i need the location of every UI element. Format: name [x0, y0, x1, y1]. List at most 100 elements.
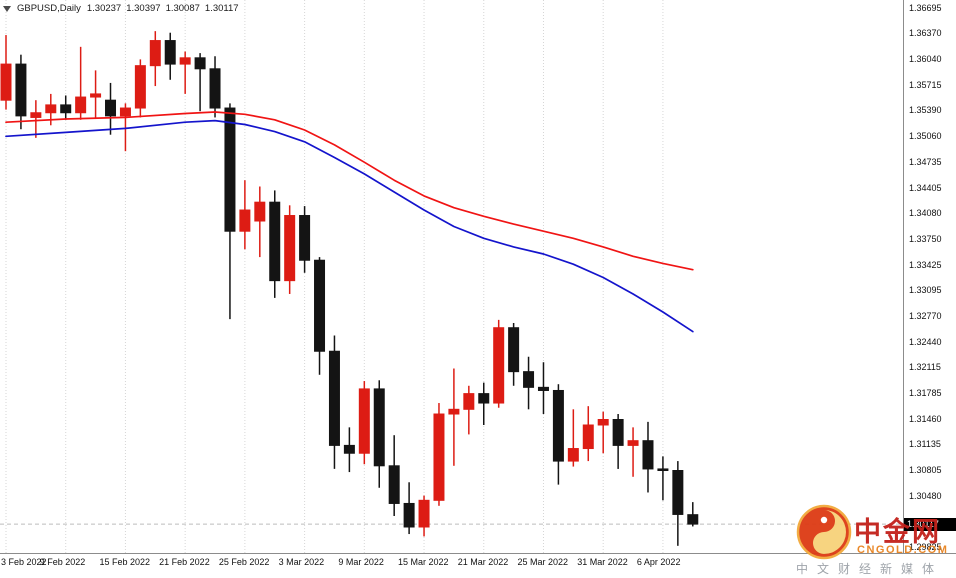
candle[interactable] — [134, 65, 146, 109]
axis-price-label: 1.30805 — [909, 465, 942, 476]
axis-date-label: 31 Mar 2022 — [577, 557, 628, 567]
candle[interactable] — [90, 93, 102, 98]
candle[interactable] — [373, 388, 385, 467]
candle[interactable] — [284, 215, 296, 282]
axis-date-label: 3 Mar 2022 — [278, 557, 325, 567]
candle[interactable] — [254, 201, 266, 222]
candle[interactable] — [478, 393, 490, 404]
axis-price-label: 1.32440 — [909, 336, 942, 347]
axis-price-label: 1.33425 — [909, 259, 942, 270]
candle[interactable] — [537, 386, 549, 391]
candle[interactable] — [418, 499, 430, 528]
axis-price-label: 1.32770 — [909, 310, 942, 321]
high-value: 1.30397 — [126, 3, 161, 14]
candle[interactable] — [508, 327, 520, 373]
candle[interactable] — [314, 259, 326, 352]
candle[interactable] — [164, 40, 176, 65]
axis-price-label: 1.31785 — [909, 388, 942, 399]
axis-date-label: 3 Feb 2022 — [1, 557, 47, 567]
candle[interactable] — [194, 57, 206, 70]
axis-price-label: 1.33095 — [909, 285, 942, 296]
candle[interactable] — [45, 104, 57, 114]
candle[interactable] — [448, 408, 460, 415]
axis-price-label: 1.31460 — [909, 413, 942, 424]
ohlc-values: 1.30237 1.30397 1.30087 1.30117 — [87, 3, 239, 14]
close-value: 1.30117 — [204, 3, 239, 14]
candle[interactable] — [642, 440, 654, 470]
brand-tagline: 中文财经新媒体 — [796, 562, 944, 576]
candle[interactable] — [119, 107, 131, 117]
candle[interactable] — [358, 388, 370, 454]
candle[interactable] — [523, 371, 535, 388]
candle[interactable] — [657, 468, 669, 472]
axis-price-label: 1.34080 — [909, 208, 942, 219]
axis-price-label: 1.35060 — [909, 131, 942, 142]
axis-price-label: 1.35715 — [909, 79, 942, 90]
cngold-watermark: 中金网 CNGOLD.COM 中文财经新媒体 — [794, 502, 956, 578]
current-price-tag: 1.30117 — [904, 517, 956, 531]
axis-price-label: 1.32115 — [909, 362, 941, 373]
candle[interactable] — [179, 57, 191, 65]
chart-marker-icon — [3, 5, 11, 12]
axis-date-label: 25 Feb 2022 — [218, 557, 270, 567]
candle[interactable] — [149, 40, 161, 67]
candle[interactable] — [15, 63, 27, 117]
candle[interactable] — [687, 514, 699, 525]
candle[interactable] — [433, 413, 445, 501]
axis-price-label: 1.31135 — [909, 439, 941, 450]
candle[interactable] — [463, 393, 475, 410]
candle[interactable] — [343, 444, 355, 454]
candle[interactable] — [209, 68, 221, 109]
axis-price-label: 1.36040 — [909, 54, 942, 65]
candle[interactable] — [239, 209, 251, 232]
axis-price-label: 1.30480 — [909, 490, 942, 501]
symbol-label: GBPUSD,Daily — [17, 3, 81, 14]
price-axis[interactable]: 1.36695 1.36370 1.36040 1.35715 1.35390 1.350… — [903, 0, 956, 553]
candle[interactable] — [612, 419, 624, 446]
candle[interactable] — [627, 440, 639, 446]
ma-slow-red-line[interactable] — [5, 111, 694, 271]
axis-price-label: 1.34735 — [909, 156, 942, 167]
candle[interactable] — [75, 96, 87, 114]
axis-date-label: 9 Mar 2022 — [338, 557, 384, 567]
candle[interactable] — [552, 389, 564, 462]
brand-title: 中金网 — [854, 517, 941, 547]
candle[interactable] — [299, 215, 311, 261]
time-axis[interactable]: 3 Feb 2022 9 Feb 2022 15 Feb 2022 21 Feb 20… — [0, 553, 956, 578]
open-value: 1.30237 — [86, 3, 122, 14]
candle[interactable] — [224, 107, 236, 232]
candle[interactable] — [0, 63, 12, 101]
candle[interactable] — [567, 448, 579, 462]
brand-domain: CNGOLD.COM — [857, 544, 949, 556]
cngold-logo-icon — [796, 504, 852, 560]
axis-price-label: 1.36370 — [909, 28, 942, 39]
ma-fast-blue-line[interactable] — [5, 119, 694, 333]
ohlc-header: GBPUSD,Daily 1.30237 1.30397 1.30087 1.3… — [3, 3, 239, 14]
axis-date-label: 21 Feb 2022 — [159, 557, 210, 567]
candle[interactable] — [597, 419, 609, 426]
low-value: 1.30087 — [165, 3, 200, 14]
candle[interactable] — [493, 327, 505, 404]
candle[interactable] — [328, 350, 340, 446]
axis-date-label: 6 Apr 2022 — [636, 557, 681, 567]
candle[interactable] — [403, 502, 415, 528]
candle[interactable] — [60, 104, 72, 114]
axis-date-label: 25 Mar 2022 — [517, 557, 569, 567]
axis-price-label: 1.29825 — [909, 542, 942, 552]
axis-date-label: 9 Feb 2022 — [39, 557, 86, 567]
axis-price-label: 1.36695 — [909, 3, 942, 13]
axis-price-label: 1.33750 — [909, 234, 942, 245]
candle[interactable] — [672, 470, 684, 515]
axis-date-label: 15 Feb 2022 — [99, 557, 150, 567]
candle[interactable] — [269, 201, 281, 282]
axis-price-label: 1.35390 — [909, 105, 942, 116]
axis-date-label: 21 Mar 2022 — [457, 557, 509, 567]
axis-price-label: 1.34405 — [909, 182, 942, 193]
candle[interactable] — [582, 424, 594, 450]
candle[interactable] — [30, 112, 42, 118]
axis-date-label: 15 Mar 2022 — [398, 557, 449, 567]
candle[interactable] — [105, 99, 117, 117]
candle[interactable] — [388, 465, 400, 504]
